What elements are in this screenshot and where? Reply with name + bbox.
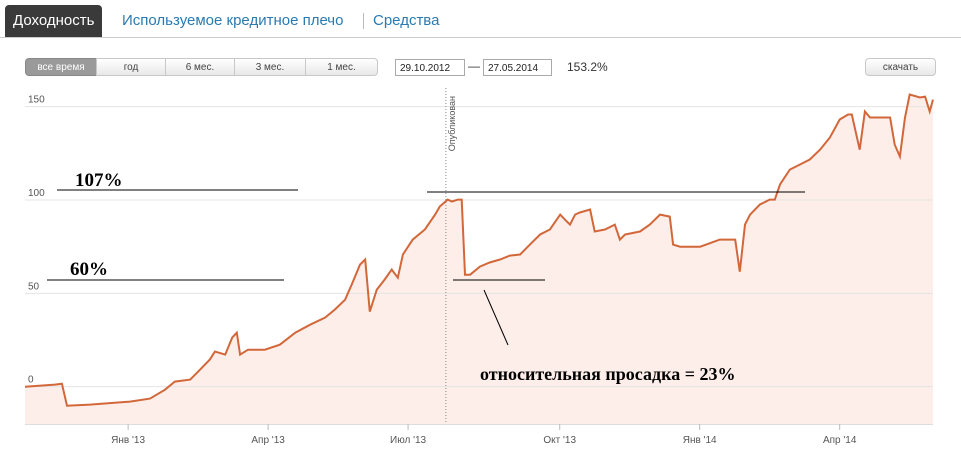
x-tick-label: Июл '13 (390, 435, 427, 446)
published-label: Опубликован (447, 96, 457, 151)
y-tick-label: 0 (28, 375, 34, 386)
download-button[interactable]: скачать (865, 58, 936, 76)
date-to[interactable]: 27.05.2014 (483, 59, 552, 76)
y-tick-label: 150 (28, 95, 45, 106)
tab[interactable]: Используемое кредитное плечо (122, 12, 344, 29)
period-button[interactable]: 1 мес. (305, 58, 378, 76)
x-tick-label: Янв '13 (111, 435, 145, 446)
tab-separator (363, 13, 364, 29)
y-tick-label: 50 (28, 281, 40, 292)
line (24, 93, 934, 407)
tab-divider (0, 37, 961, 38)
date-separator: — (468, 59, 480, 73)
period-button[interactable]: 3 мес. (234, 58, 306, 76)
area (25, 94, 933, 424)
period-button[interactable]: год (96, 58, 166, 76)
period-button[interactable]: все время (25, 58, 97, 76)
annotation: 107% (75, 170, 123, 191)
annotation: 60% (70, 259, 108, 280)
x-tick-label: Апр '13 (251, 435, 285, 446)
x-tick-label: Янв '14 (683, 435, 717, 446)
annotation: относительная просадка = 23% (480, 364, 735, 384)
x-tick-label: Апр '14 (823, 435, 857, 446)
annotation-pointer (483, 289, 509, 346)
tab[interactable]: Средства (373, 12, 440, 29)
y-tick-label: 100 (28, 188, 45, 199)
x-tick-label: Окт '13 (543, 435, 576, 446)
date-from[interactable]: 29.10.2012 (395, 59, 465, 76)
total-return: 153.2% (567, 60, 608, 74)
tab[interactable]: Доходность (5, 5, 103, 37)
